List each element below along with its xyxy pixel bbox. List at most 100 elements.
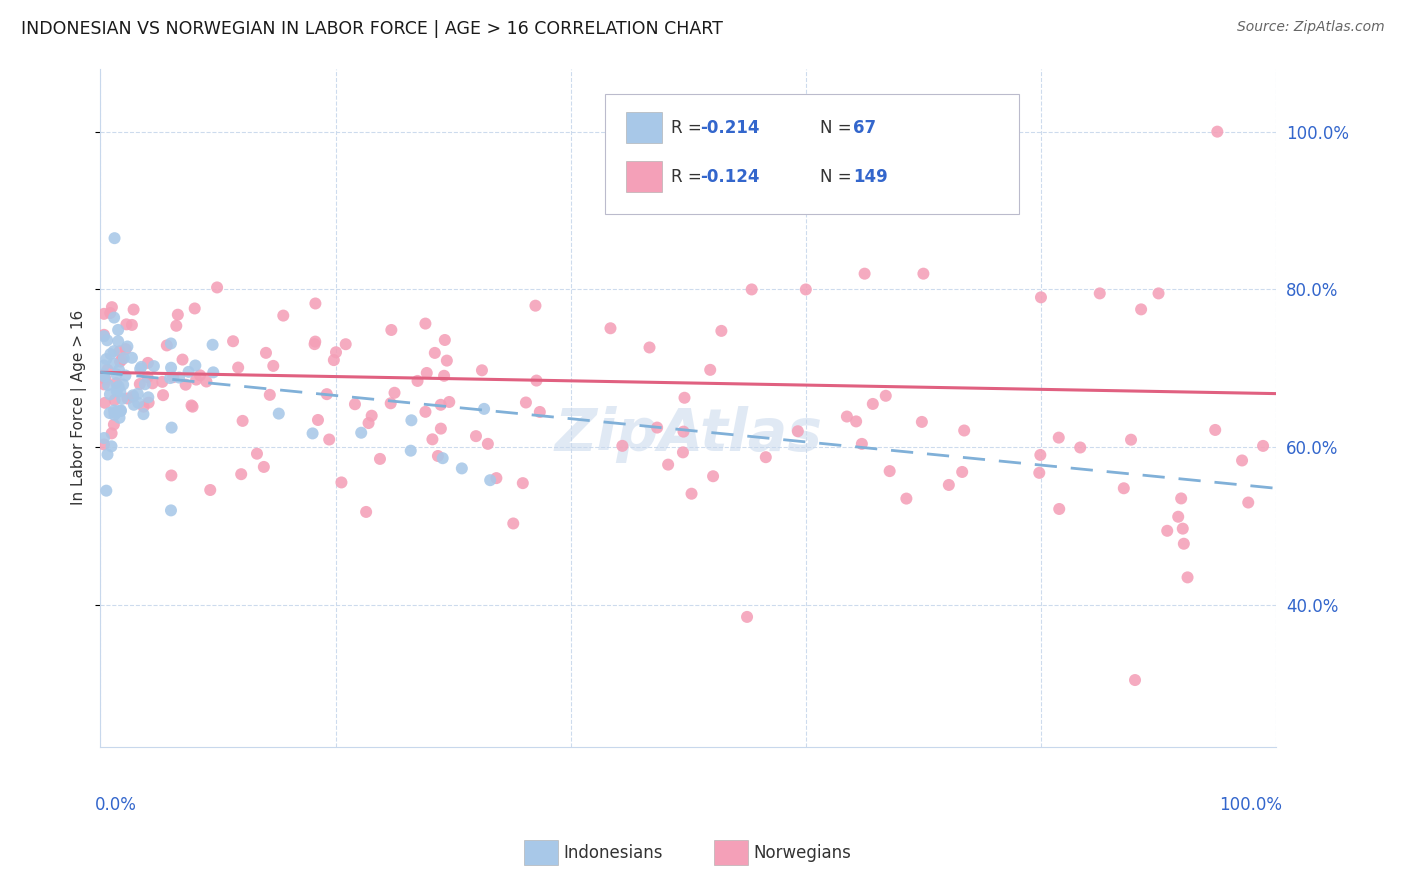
- Point: [246, 447, 269, 461]
- Point: [127, 396, 149, 410]
- Point: [105, 376, 128, 390]
- Point: [222, 334, 245, 349]
- Text: -0.214: -0.214: [700, 119, 759, 136]
- Point: [115, 318, 138, 332]
- Point: [645, 420, 668, 434]
- Point: [105, 368, 128, 382]
- Point: [122, 390, 145, 404]
- Point: [180, 399, 202, 413]
- Point: [98, 306, 121, 320]
- Point: [1147, 286, 1170, 301]
- Point: [177, 365, 200, 379]
- Point: [156, 338, 179, 352]
- Point: [181, 400, 204, 414]
- Point: [853, 267, 876, 281]
- Point: [159, 371, 181, 385]
- Point: [1069, 441, 1091, 455]
- Point: [436, 353, 458, 368]
- Point: [93, 368, 115, 382]
- Point: [1047, 431, 1070, 445]
- Point: [254, 346, 277, 360]
- Text: -0.124: -0.124: [700, 168, 759, 186]
- Point: [755, 450, 778, 465]
- Point: [325, 345, 347, 359]
- Point: [110, 403, 132, 417]
- Point: [108, 410, 131, 425]
- Point: [529, 405, 551, 419]
- Point: [1047, 502, 1070, 516]
- Point: [160, 336, 183, 351]
- Point: [96, 352, 118, 367]
- Point: [360, 409, 382, 423]
- Point: [93, 377, 115, 392]
- Point: [1167, 509, 1189, 524]
- Point: [330, 475, 353, 490]
- Point: [103, 344, 125, 359]
- Point: [710, 324, 733, 338]
- Point: [1119, 433, 1142, 447]
- Point: [103, 310, 125, 325]
- Point: [186, 373, 208, 387]
- Point: [97, 378, 120, 392]
- Point: [100, 426, 122, 441]
- Point: [322, 353, 344, 368]
- Text: 0.0%: 0.0%: [94, 796, 136, 814]
- Point: [129, 362, 152, 376]
- Point: [702, 469, 724, 483]
- Point: [103, 357, 125, 371]
- Point: [673, 391, 696, 405]
- Point: [699, 363, 721, 377]
- Point: [253, 459, 276, 474]
- Point: [786, 424, 808, 438]
- Point: [343, 397, 366, 411]
- Point: [98, 387, 121, 401]
- Point: [423, 346, 446, 360]
- Point: [167, 370, 190, 384]
- Point: [1112, 481, 1135, 495]
- Point: [117, 339, 139, 353]
- Point: [152, 388, 174, 402]
- Point: [1230, 453, 1253, 467]
- Point: [471, 363, 494, 377]
- Point: [111, 392, 134, 406]
- Point: [110, 384, 132, 399]
- Point: [94, 372, 117, 386]
- Point: [1237, 495, 1260, 509]
- Point: [1029, 448, 1052, 462]
- Point: [188, 368, 211, 383]
- Point: [174, 377, 197, 392]
- Point: [794, 283, 817, 297]
- Point: [335, 337, 357, 351]
- Point: [103, 403, 125, 417]
- Point: [301, 426, 323, 441]
- Point: [107, 334, 129, 349]
- Point: [433, 333, 456, 347]
- Point: [112, 351, 135, 365]
- Point: [122, 388, 145, 402]
- Point: [114, 342, 136, 356]
- Point: [166, 308, 188, 322]
- Point: [318, 433, 340, 447]
- Point: [835, 409, 858, 424]
- Point: [96, 334, 118, 348]
- Point: [93, 327, 115, 342]
- Point: [110, 404, 132, 418]
- Point: [416, 366, 439, 380]
- Point: [399, 443, 422, 458]
- Point: [368, 451, 391, 466]
- Point: [524, 299, 547, 313]
- Point: [1173, 537, 1195, 551]
- Point: [96, 483, 118, 498]
- Point: [415, 317, 437, 331]
- Point: [485, 471, 508, 485]
- Point: [1177, 570, 1199, 584]
- Point: [672, 445, 695, 459]
- Point: [433, 368, 456, 383]
- Point: [415, 405, 437, 419]
- Point: [735, 610, 758, 624]
- Point: [138, 395, 160, 409]
- Point: [111, 352, 134, 367]
- Point: [262, 359, 284, 373]
- Point: [422, 433, 444, 447]
- Point: [96, 448, 118, 462]
